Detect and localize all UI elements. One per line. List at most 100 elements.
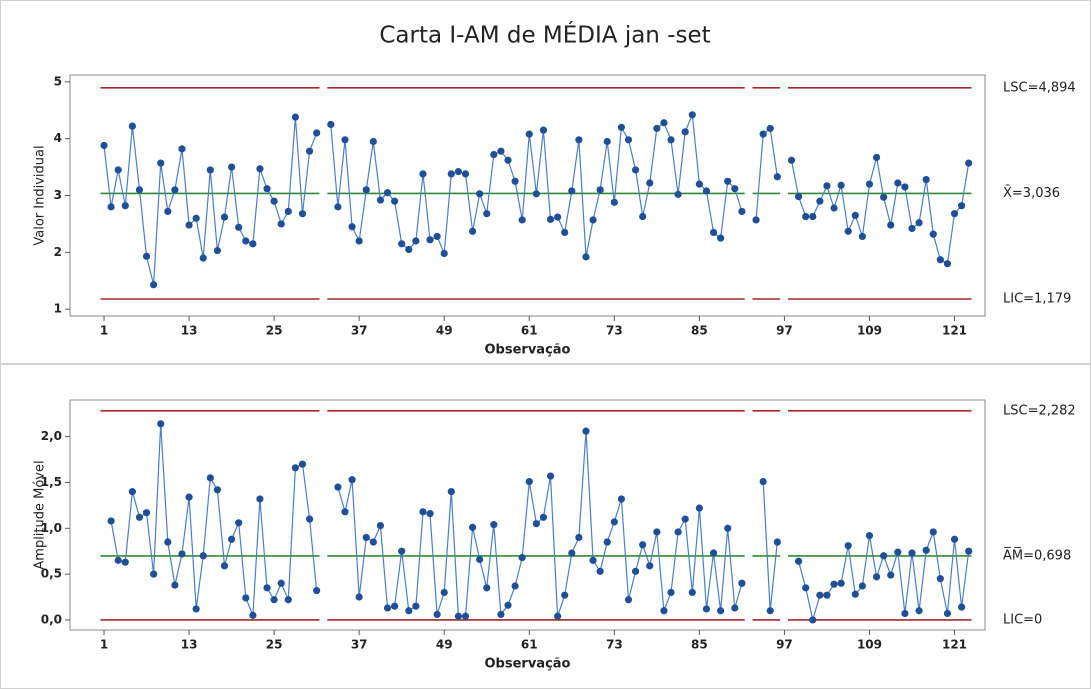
data-point bbox=[468, 523, 477, 531]
data-point bbox=[958, 202, 966, 210]
data-point bbox=[419, 508, 427, 516]
data-point bbox=[908, 224, 916, 233]
data-point bbox=[724, 524, 732, 532]
data-point bbox=[185, 221, 193, 229]
data-point bbox=[398, 240, 406, 248]
data-point bbox=[206, 166, 214, 174]
data-point bbox=[263, 185, 271, 193]
x-tick-label: 49 bbox=[436, 638, 453, 652]
data-point bbox=[561, 228, 569, 237]
data-point bbox=[596, 567, 604, 575]
data-point bbox=[667, 588, 675, 597]
data-point bbox=[532, 520, 540, 528]
x-tick-label: 37 bbox=[351, 638, 368, 652]
data-point bbox=[674, 190, 682, 198]
y-axis-label: Amplitude Móvel bbox=[33, 460, 48, 569]
data-point bbox=[164, 538, 172, 546]
data-point bbox=[922, 546, 930, 554]
data-point bbox=[405, 245, 413, 254]
data-point bbox=[546, 215, 555, 223]
data-point bbox=[546, 472, 555, 480]
data-point bbox=[596, 186, 604, 194]
data-point bbox=[235, 223, 243, 231]
data-point bbox=[341, 508, 349, 516]
data-point bbox=[717, 607, 725, 615]
data-point bbox=[454, 168, 462, 176]
data-point bbox=[504, 156, 512, 164]
data-point bbox=[858, 232, 866, 241]
data-point bbox=[794, 193, 803, 201]
data-point bbox=[823, 591, 831, 599]
data-point bbox=[298, 210, 307, 218]
data-line bbox=[110, 423, 970, 621]
data-point bbox=[313, 586, 321, 595]
data-point bbox=[752, 216, 760, 224]
data-point bbox=[355, 593, 363, 601]
data-point bbox=[227, 535, 236, 543]
data-point bbox=[872, 573, 881, 581]
data-point bbox=[128, 488, 136, 496]
data-point bbox=[837, 181, 845, 189]
data-point bbox=[965, 159, 973, 167]
data-point bbox=[270, 596, 278, 604]
data-point bbox=[525, 477, 533, 486]
data-point bbox=[582, 427, 590, 435]
data-point bbox=[724, 177, 732, 185]
data-point bbox=[440, 588, 448, 597]
data-point bbox=[837, 579, 845, 587]
data-point bbox=[391, 602, 399, 610]
x-tick-label: 109 bbox=[857, 638, 882, 652]
data-point bbox=[532, 190, 540, 198]
data-point bbox=[915, 607, 923, 615]
data-point bbox=[709, 549, 718, 557]
data-point bbox=[518, 216, 526, 224]
x-tick-label: 73 bbox=[606, 638, 623, 652]
data-point bbox=[589, 556, 597, 564]
data-point bbox=[702, 605, 711, 613]
x-tick-label: 13 bbox=[181, 324, 198, 338]
data-point bbox=[185, 493, 193, 501]
data-point bbox=[313, 129, 321, 137]
data-point bbox=[568, 187, 576, 195]
data-point bbox=[929, 528, 937, 536]
y-tick-label: 5 bbox=[54, 74, 62, 88]
data-point bbox=[880, 552, 888, 560]
data-point bbox=[383, 604, 392, 612]
data-point bbox=[199, 254, 207, 262]
data-point bbox=[603, 538, 611, 546]
data-point bbox=[617, 123, 626, 131]
data-point bbox=[702, 187, 711, 195]
x-tick-label: 25 bbox=[266, 324, 283, 338]
x-tick-label: 37 bbox=[351, 324, 368, 338]
data-point bbox=[639, 212, 647, 221]
data-point bbox=[865, 180, 874, 188]
data-point bbox=[398, 547, 406, 555]
data-point bbox=[539, 513, 548, 521]
x-tick-label: 25 bbox=[266, 638, 283, 652]
data-point bbox=[192, 605, 200, 613]
data-point bbox=[107, 203, 115, 211]
data-point bbox=[468, 227, 477, 235]
data-point bbox=[376, 196, 385, 204]
x-tick-label: 109 bbox=[857, 324, 882, 338]
data-point bbox=[773, 173, 781, 181]
data-point bbox=[391, 197, 399, 205]
data-point bbox=[249, 240, 257, 248]
data-point bbox=[830, 580, 838, 588]
data-point bbox=[369, 137, 377, 146]
data-point bbox=[150, 281, 158, 289]
data-point bbox=[150, 570, 158, 578]
data-point bbox=[943, 609, 952, 618]
data-point bbox=[653, 124, 661, 133]
data-point bbox=[773, 538, 781, 546]
data-point bbox=[433, 232, 441, 241]
data-point bbox=[504, 601, 512, 609]
data-point bbox=[844, 227, 852, 235]
data-point bbox=[865, 532, 874, 540]
data-point bbox=[369, 538, 377, 546]
limit-label: LSC=2,282 bbox=[1003, 403, 1076, 418]
data-point bbox=[220, 213, 229, 221]
data-point bbox=[263, 584, 271, 592]
data-point bbox=[164, 207, 172, 216]
y-tick-label: 1,5 bbox=[41, 475, 62, 489]
